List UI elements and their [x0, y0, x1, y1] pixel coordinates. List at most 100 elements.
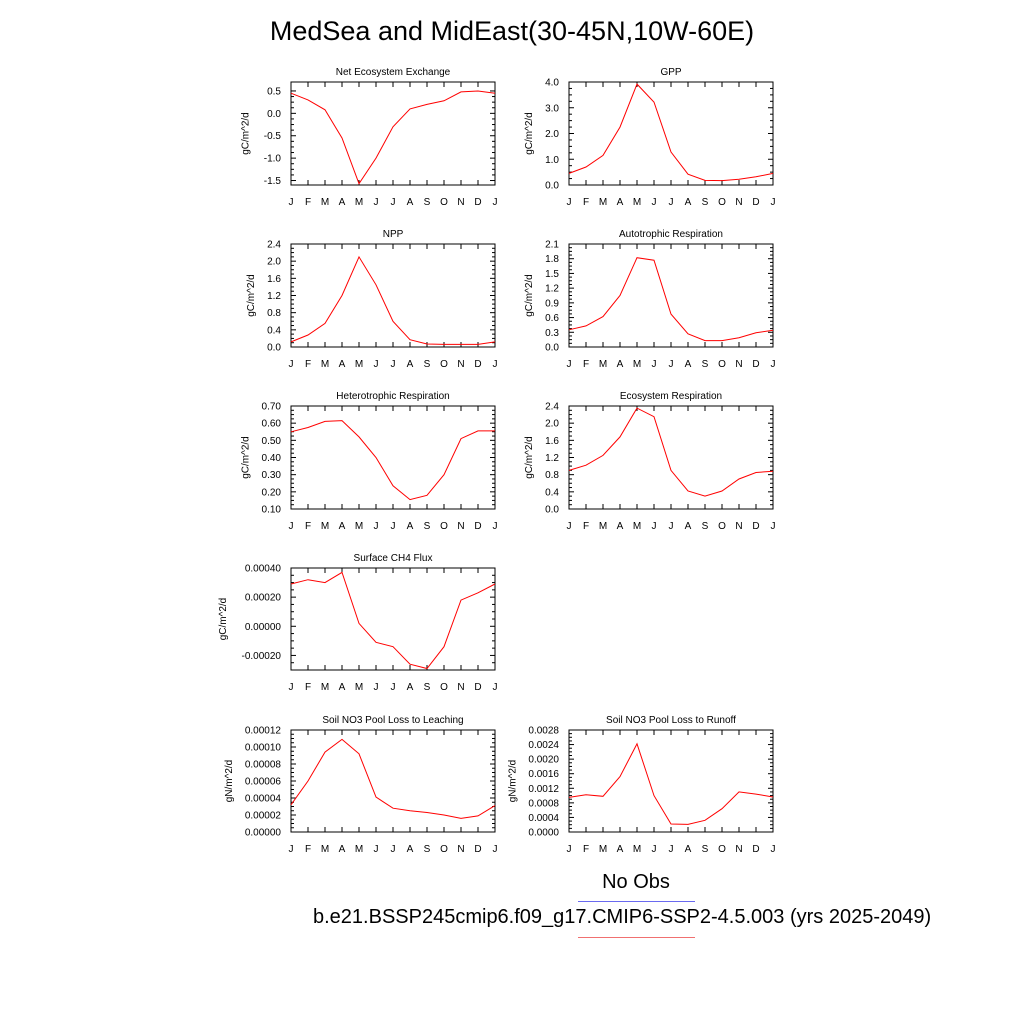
plot-frame — [290, 729, 496, 833]
y-tick-label: -0.00020 — [242, 651, 282, 662]
y-tick-label: 0.00000 — [245, 622, 282, 633]
y-tick-label: 0.0 — [267, 343, 281, 354]
x-tick-label: M — [321, 197, 329, 208]
y-tick-label: 1.0 — [545, 155, 559, 166]
y-tick-label: 2.0 — [545, 419, 559, 430]
x-tick-label: J — [493, 844, 498, 855]
y-tick-label: 0.0 — [545, 505, 559, 516]
x-tick-label: J — [652, 844, 657, 855]
x-tick-label: N — [735, 197, 742, 208]
x-tick-label: M — [633, 197, 641, 208]
x-tick-label: S — [702, 359, 709, 370]
x-tick-label: D — [474, 682, 481, 693]
x-tick-label: F — [305, 521, 311, 532]
x-tick-label: J — [567, 521, 572, 532]
x-tick-label: F — [583, 197, 589, 208]
y-tick-label: 0.0 — [267, 109, 281, 120]
y-tick-label: 0.60 — [262, 419, 282, 430]
series-line — [290, 255, 496, 345]
x-tick-label: J — [391, 359, 396, 370]
page-title: MedSea and MidEast(30-45N,10W-60E) — [269, 16, 755, 46]
x-tick-label: A — [339, 682, 346, 693]
x-tick-label: O — [718, 197, 726, 208]
x-tick-label: A — [407, 521, 414, 532]
x-tick-label: O — [440, 197, 448, 208]
y-axis-label: gC/m^2/d — [241, 112, 252, 155]
x-tick-label: A — [339, 521, 346, 532]
y-tick-label: 0.00000 — [245, 828, 282, 839]
y-tick-label: 1.2 — [545, 453, 559, 464]
y-tick-label: 4.0 — [545, 78, 559, 89]
x-tick-label: D — [474, 844, 481, 855]
x-tick-label: J — [374, 682, 379, 693]
panel-title: Surface CH4 Flux — [354, 553, 433, 564]
x-tick-label: A — [339, 197, 346, 208]
x-tick-label: J — [374, 521, 379, 532]
x-tick-label: M — [321, 844, 329, 855]
x-tick-label: J — [289, 682, 294, 693]
x-tick-label: A — [685, 844, 692, 855]
plot-frame — [568, 729, 774, 833]
y-tick-label: -1.0 — [264, 154, 282, 165]
x-tick-label: J — [391, 197, 396, 208]
x-tick-label: D — [474, 359, 481, 370]
x-tick-label: N — [457, 359, 464, 370]
y-tick-label: 0.0016 — [528, 769, 559, 780]
plot-frame — [568, 243, 774, 348]
x-tick-label: M — [321, 682, 329, 693]
x-tick-label: S — [424, 359, 431, 370]
x-tick-label: J — [771, 521, 776, 532]
plot-frame — [290, 405, 496, 510]
y-tick-label: 0.50 — [262, 436, 282, 447]
y-axis-label: gC/m^2/d — [218, 598, 229, 641]
panel-title: Autotrophic Respiration — [619, 229, 723, 240]
panel-title: GPP — [660, 67, 681, 78]
x-tick-label: M — [633, 521, 641, 532]
legend-model-line — [578, 937, 695, 938]
x-tick-label: J — [374, 197, 379, 208]
y-tick-label: 1.2 — [545, 284, 559, 295]
x-tick-label: A — [617, 521, 624, 532]
x-tick-label: M — [599, 359, 607, 370]
y-tick-label: 0.10 — [262, 505, 282, 516]
x-tick-label: S — [702, 844, 709, 855]
x-tick-label: J — [567, 197, 572, 208]
y-axis-label: gC/m^2/d — [524, 274, 535, 317]
y-tick-label: 0.00002 — [245, 811, 282, 822]
x-tick-label: M — [355, 197, 363, 208]
x-tick-label: M — [599, 521, 607, 532]
x-tick-label: S — [424, 844, 431, 855]
x-tick-label: D — [752, 521, 759, 532]
series-line — [290, 90, 496, 185]
x-tick-label: O — [718, 521, 726, 532]
x-tick-label: D — [752, 844, 759, 855]
y-tick-label: 0.0024 — [528, 740, 559, 751]
x-tick-label: M — [355, 359, 363, 370]
x-tick-label: S — [702, 197, 709, 208]
x-tick-label: J — [289, 844, 294, 855]
y-axis-label: gN/m^2/d — [507, 760, 518, 803]
y-tick-label: 0.0 — [545, 181, 559, 192]
x-tick-label: J — [493, 197, 498, 208]
plot-frame — [290, 243, 496, 348]
x-tick-label: A — [339, 359, 346, 370]
x-tick-label: J — [771, 197, 776, 208]
x-tick-label: F — [583, 521, 589, 532]
panel-title: NPP — [383, 229, 404, 240]
x-tick-label: J — [493, 359, 498, 370]
series-line — [568, 257, 774, 342]
y-tick-label: 0.00004 — [245, 794, 282, 805]
y-tick-label: -1.5 — [264, 176, 282, 187]
x-tick-label: F — [305, 197, 311, 208]
x-tick-label: J — [289, 521, 294, 532]
y-tick-label: 1.5 — [545, 269, 559, 280]
x-tick-label: J — [374, 359, 379, 370]
y-tick-label: 2.0 — [545, 129, 559, 140]
y-tick-label: 0.30 — [262, 470, 282, 481]
